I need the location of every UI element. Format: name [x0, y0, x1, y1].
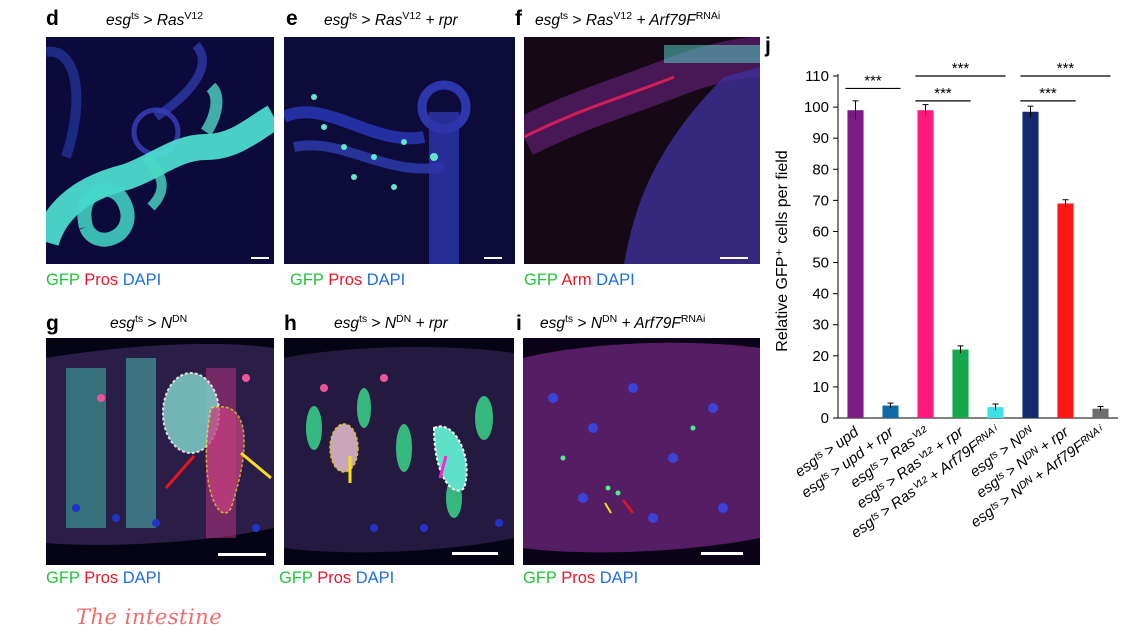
y-tick-label: 0: [821, 410, 829, 427]
y-tick-label: 40: [812, 286, 829, 303]
bar: [1092, 408, 1109, 418]
stain-legend-g: GFP Pros DAPI: [46, 569, 162, 587]
y-tick-label: 20: [812, 348, 829, 365]
bar: [952, 349, 969, 418]
micrograph-i: [523, 338, 760, 565]
panel-title-d: esgts > RasV12: [106, 10, 204, 30]
micrograph-e: [284, 37, 515, 264]
micrograph-g: [46, 338, 274, 565]
y-tick-label: 60: [812, 223, 829, 240]
panel-title-h: esgts > NDN + rpr: [334, 313, 448, 333]
y-axis-label: Relative GFP⁺ cells per field: [774, 150, 791, 351]
bar: [1022, 111, 1039, 418]
panel-title-g: esgts > NDN: [110, 313, 188, 333]
y-tick-label: 80: [812, 161, 829, 178]
panel-letter-h: h: [284, 312, 297, 335]
panel-letter-g: g: [46, 312, 59, 335]
panel-letter-d: d: [46, 7, 59, 30]
y-tick-label: 50: [812, 255, 829, 272]
stain-legend-f: GFP Arm DAPI: [524, 271, 635, 289]
bar-chart-j: j Relative GFP⁺ cells per field 0 10 20 30 4…: [764, 34, 1118, 542]
panel-letter-i: i: [516, 312, 522, 335]
panel-letter-j: j: [764, 34, 771, 57]
y-tick-label: 110: [805, 68, 829, 85]
significance-label: ***: [952, 60, 970, 77]
bar: [882, 405, 899, 418]
handwritten-note: The intestine: [76, 605, 223, 629]
stain-legend-h: GFP Pros DAPI: [279, 569, 395, 587]
bar: [987, 407, 1004, 418]
y-tick-label: 100: [804, 99, 829, 116]
panel-letter-e: e: [286, 7, 298, 30]
significance-label: ***: [934, 85, 952, 102]
y-tick-label: 10: [812, 379, 829, 396]
bar: [1057, 203, 1074, 418]
micrograph-f: [524, 37, 760, 264]
bar: [847, 110, 864, 418]
micrograph-h: [284, 338, 514, 565]
y-tick-label: 30: [812, 317, 829, 334]
panel-letter-f: f: [515, 7, 522, 30]
significance-label: ***: [1039, 85, 1057, 102]
y-tick-label: 90: [812, 130, 829, 147]
panel-title-e: esgts > RasV12 + rpr: [324, 10, 458, 30]
stain-legend-e: GFP Pros DAPI: [290, 271, 406, 289]
stain-legend-d: GFP Pros DAPI: [46, 271, 162, 289]
y-tick-label: 70: [812, 192, 829, 209]
bar: [917, 110, 934, 418]
significance-label: ***: [864, 72, 882, 89]
panel-title-f: esgts > RasV12 + Arf79FRNAi: [535, 10, 721, 30]
micrograph-d: [46, 37, 274, 264]
panel-title-i: esgts > NDN + Arf79FRNAi: [540, 313, 706, 333]
significance-label: ***: [1057, 60, 1075, 77]
stain-legend-i: GFP Pros DAPI: [523, 569, 639, 587]
